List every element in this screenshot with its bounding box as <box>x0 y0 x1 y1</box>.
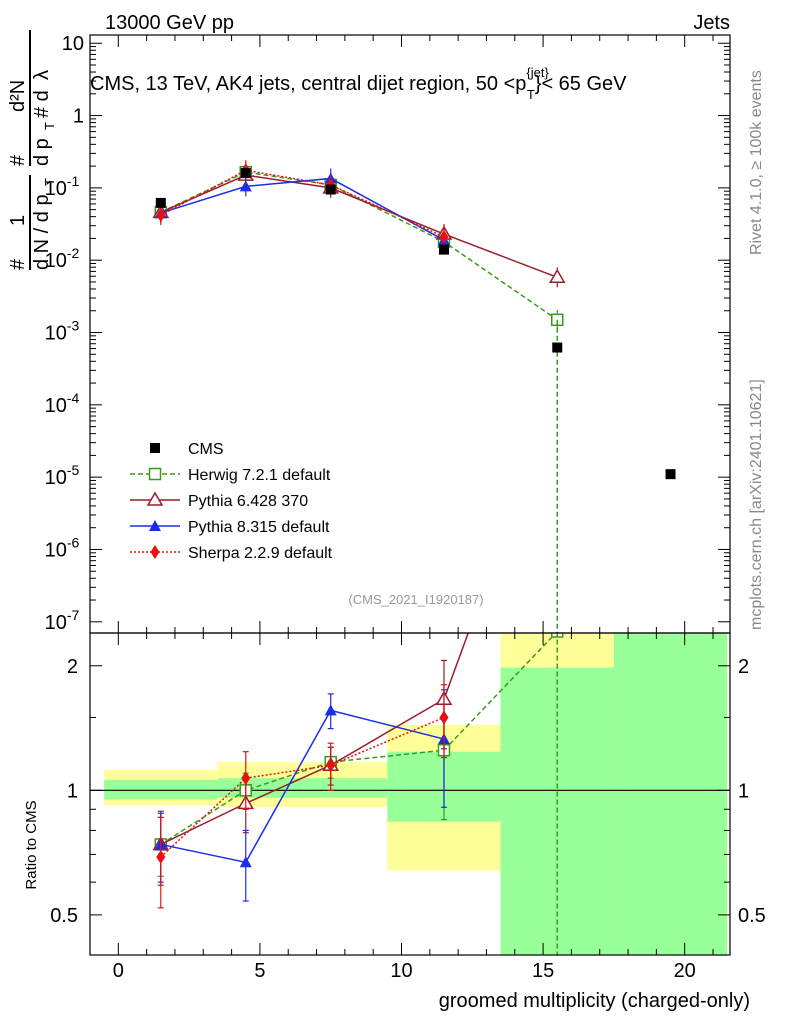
ratio-point-3-0 <box>156 850 166 865</box>
y-tick-label: 10 <box>62 33 84 55</box>
x-tick-label: 10 <box>390 960 412 982</box>
main-line-3 <box>160 169 445 238</box>
ratio-frame <box>89 632 731 956</box>
legend-label-3: Pythia 8.315 default <box>188 519 330 536</box>
ratio-point-3-1 <box>241 771 251 786</box>
svg-text:#: # <box>7 258 29 270</box>
cms-point-4 <box>552 342 563 353</box>
ratio-line-3 <box>160 716 445 858</box>
analysis-id: (CMS_2021_I1920187) <box>348 592 483 607</box>
ratio-y-axis-label: Ratio to CMS <box>23 800 40 889</box>
ratio-y-tick-label: 0.5 <box>50 905 78 927</box>
ratio-bands <box>90 633 730 955</box>
ratio-y-tick-label-right: 1 <box>738 780 749 802</box>
ratio-point-3-3 <box>439 710 449 725</box>
header-left: 13000 GeV pp <box>105 12 234 34</box>
ratio-clipped <box>152 633 564 955</box>
svg-text:1: 1 <box>7 215 29 226</box>
svg-text:T: T <box>42 178 57 186</box>
band-inner-1 <box>217 778 388 798</box>
x-axis-label: groomed multiplicity (charged-only) <box>439 990 750 1012</box>
main-frame <box>89 34 731 634</box>
svg-text:λ: λ <box>31 70 53 80</box>
svg-text:# d: # d <box>31 90 53 118</box>
cms-point-1 <box>240 168 251 179</box>
legend-label-2: Pythia 6.428 370 <box>188 493 308 510</box>
cms-point-2 <box>325 184 336 195</box>
main-point-3-0 <box>156 208 166 223</box>
main-line-2 <box>160 177 445 241</box>
ratio-line-0 <box>160 633 557 846</box>
y-tick-label: 10-6 <box>45 534 80 561</box>
x-tick-label: 20 <box>674 960 696 982</box>
svg-text:d p: d p <box>31 138 53 166</box>
svg-text:#: # <box>7 154 29 166</box>
ratio-series <box>152 633 564 955</box>
ratio-line-2 <box>160 709 445 864</box>
main-point-3-3 <box>439 229 449 244</box>
y-tick-label: 10-2 <box>45 245 80 272</box>
legend-marker-1 <box>148 467 162 481</box>
main-point-1-4 <box>548 268 566 284</box>
band-inner-4 <box>613 633 728 955</box>
ratio-y-tick-label: 2 <box>67 656 78 678</box>
legend-marker-4 <box>150 545 160 559</box>
main-point-2-1 <box>239 180 252 192</box>
ratio-y-tick-label-right: 0.5 <box>738 905 766 927</box>
svg-text:T: T <box>42 122 57 130</box>
main-y-axis-label: # 1 d N / d p T # d²N d p T # d λ <box>7 30 57 270</box>
ratio-point-2-1 <box>239 856 252 868</box>
x-tick-label: 5 <box>254 960 265 982</box>
legend-label-4: Sherpa 2.2.9 default <box>188 545 333 562</box>
svg-text:d N / d p: d N / d p <box>31 194 53 270</box>
main-series <box>152 160 676 633</box>
cms-point-0 <box>155 197 166 208</box>
cms-point-5 <box>665 469 676 480</box>
y-tick-label: 10-7 <box>45 607 80 634</box>
x-tick-label: 0 <box>113 960 124 982</box>
legend-label-1: Herwig 7.2.1 default <box>188 467 331 484</box>
legend-marker-3 <box>149 520 161 531</box>
y-tick-label: 10-5 <box>45 462 80 489</box>
y-tick-label: 10-4 <box>45 390 80 417</box>
ratio-y-tick-label-right: 2 <box>738 656 749 678</box>
legend-label-0: CMS <box>188 441 224 458</box>
legend: CMS Herwig 7.2.1 default Pythia 6.428 370 P… <box>130 441 333 562</box>
header-right: Jets <box>693 12 730 34</box>
y-tick-label: 10-3 <box>45 318 80 345</box>
main-line-1 <box>160 174 558 279</box>
svg-text:d²N: d²N <box>7 80 29 112</box>
chart-title: CMS, 13 TeV, AK4 jets, central dijet reg… <box>90 65 627 102</box>
legend-marker-0 <box>150 443 160 453</box>
ratio-point-3-2 <box>326 758 336 773</box>
cms-point-3 <box>438 244 449 255</box>
legend-marker-2 <box>146 491 164 506</box>
y-tick-label: 10-1 <box>45 173 80 200</box>
ratio-point-2-2 <box>324 704 337 716</box>
side-label-rivet: Rivet 4.1.0, ≥ 100k events <box>748 70 765 255</box>
band-inner-0 <box>104 779 218 800</box>
ratio-y-tick-label: 1 <box>67 780 78 802</box>
side-label-mcplots: mcplots.cern.ch [arXiv:2401.10621] <box>748 379 765 630</box>
y-tick-label: 1 <box>73 106 84 128</box>
x-tick-label: 15 <box>532 960 554 982</box>
